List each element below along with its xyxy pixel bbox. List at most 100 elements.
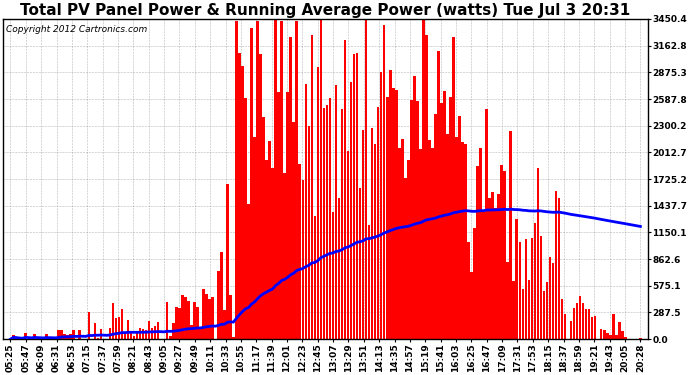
Bar (130, 333, 132, 339)
Bar (141, 328, 144, 339)
Bar (241, 66, 244, 339)
Bar (293, 122, 295, 339)
Bar (211, 297, 214, 339)
Bar (66, 336, 69, 339)
Bar (139, 328, 141, 339)
Bar (419, 150, 422, 339)
Bar (561, 299, 563, 339)
Bar (537, 168, 539, 339)
Bar (220, 252, 223, 339)
Bar (271, 168, 274, 339)
Bar (172, 323, 175, 339)
Bar (112, 303, 115, 339)
Bar (582, 303, 584, 339)
Bar (317, 66, 319, 339)
Bar (335, 85, 337, 339)
Bar (518, 242, 521, 339)
Bar (319, 0, 322, 339)
Bar (615, 336, 618, 339)
Bar (332, 212, 334, 339)
Bar (88, 312, 90, 339)
Bar (558, 198, 560, 339)
Bar (266, 160, 268, 339)
Bar (193, 302, 196, 339)
Bar (79, 330, 81, 339)
Bar (504, 171, 506, 339)
Bar (268, 141, 271, 339)
Bar (524, 239, 527, 339)
Bar (639, 338, 642, 339)
Bar (313, 216, 316, 339)
Bar (136, 332, 139, 339)
Bar (226, 184, 229, 339)
Bar (621, 332, 624, 339)
Bar (533, 223, 536, 339)
Bar (57, 330, 60, 339)
Bar (121, 309, 124, 339)
Bar (482, 212, 485, 339)
Bar (202, 289, 205, 339)
Bar (522, 289, 524, 339)
Bar (410, 100, 413, 339)
Bar (157, 322, 159, 339)
Bar (428, 140, 431, 339)
Bar (72, 330, 75, 339)
Bar (350, 82, 353, 339)
Bar (205, 294, 208, 339)
Bar (528, 279, 530, 339)
Bar (253, 137, 256, 339)
Bar (509, 131, 512, 339)
Bar (148, 321, 150, 339)
Bar (368, 225, 371, 339)
Bar (184, 297, 186, 339)
Bar (546, 282, 549, 339)
Bar (579, 296, 582, 339)
Bar (609, 335, 611, 339)
Bar (491, 192, 494, 339)
Bar (555, 190, 558, 339)
Bar (500, 165, 503, 339)
Bar (467, 242, 470, 339)
Bar (175, 307, 177, 339)
Bar (99, 329, 102, 339)
Bar (181, 295, 184, 339)
Bar (476, 165, 479, 339)
Bar (115, 318, 117, 339)
Bar (365, 3, 367, 339)
Bar (70, 334, 72, 339)
Bar (603, 330, 606, 339)
Bar (247, 204, 250, 339)
Bar (362, 130, 364, 339)
Bar (304, 84, 307, 339)
Bar (585, 309, 587, 339)
Bar (310, 35, 313, 339)
Bar (440, 103, 443, 339)
Bar (404, 178, 406, 339)
Bar (443, 91, 446, 339)
Bar (377, 107, 380, 339)
Bar (495, 208, 497, 339)
Bar (356, 53, 358, 339)
Bar (353, 54, 355, 339)
Bar (286, 92, 289, 339)
Bar (346, 151, 349, 339)
Bar (383, 25, 386, 339)
Bar (280, 21, 283, 339)
Bar (392, 88, 395, 339)
Bar (344, 40, 346, 339)
Bar (94, 323, 96, 339)
Bar (235, 21, 238, 339)
Bar (196, 307, 199, 339)
Bar (15, 338, 18, 339)
Bar (229, 295, 232, 339)
Bar (452, 37, 455, 339)
Bar (259, 54, 262, 339)
Bar (489, 198, 491, 339)
Bar (46, 334, 48, 339)
Bar (187, 301, 190, 339)
Bar (570, 321, 573, 339)
Bar (217, 272, 219, 339)
Bar (256, 21, 259, 339)
Bar (359, 188, 362, 339)
Bar (624, 337, 627, 339)
